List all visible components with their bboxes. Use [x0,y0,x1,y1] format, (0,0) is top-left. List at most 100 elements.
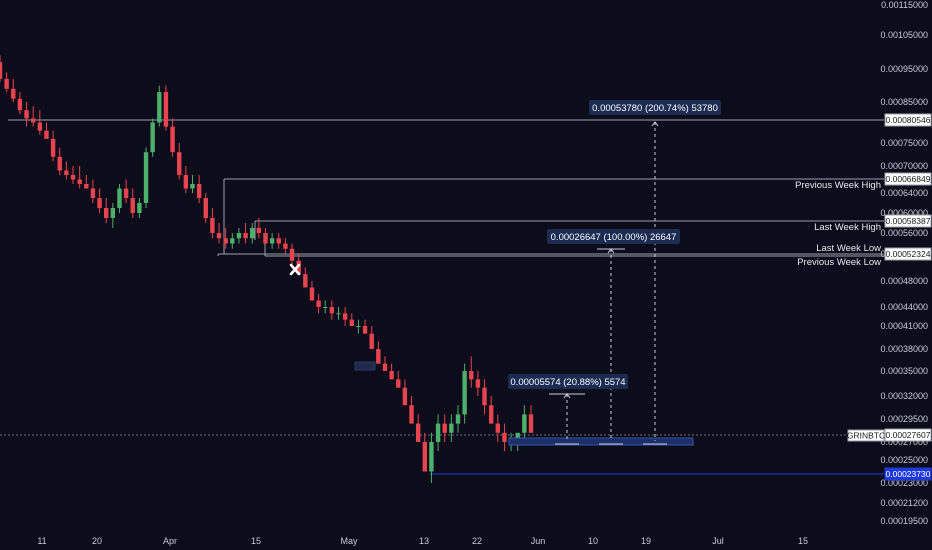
price-tick-label: 0.00085000 [880,97,928,107]
candle-body [482,387,487,406]
measure-arrow [651,121,659,127]
candle-body [455,414,461,424]
level-lines: Previous Week High Last Week High Last Wee… [0,119,884,475]
level-label: Last Week High [814,222,881,233]
candle-body [528,414,534,433]
price-tick-label: 0.00056000 [880,228,928,238]
measure-arrow [607,248,615,254]
price-tag-value: 0.00058387 [886,216,931,226]
candle-body [196,184,202,198]
level-label: Previous Week High [795,180,881,191]
price-tick-label: 0.00019500 [880,516,928,526]
measure-arrow [563,393,571,399]
price-tick-label: 0.00070000 [880,161,928,171]
candle-body [97,198,102,208]
candle-body [475,379,481,388]
candle-body [495,423,501,433]
candle-body [369,333,374,349]
candle-body [137,203,142,213]
measure-label: 0.00026647 (100.00%) 26647 [551,232,677,243]
candle-body [17,98,23,111]
candle-body [415,423,421,442]
candle-body [143,152,149,203]
price-tick-label: 0.00025000 [880,455,928,465]
time-tick-label: 13 [419,536,429,546]
price-tag [884,214,932,228]
candle-body [123,188,129,198]
candle-body [409,405,414,424]
candle-body [422,442,427,472]
price-tick-label: 0.00023000 [880,478,928,488]
candle-body [190,184,195,189]
price-tick-label: 0.00060000 [880,208,928,218]
price-tag [884,172,932,186]
candle-body [210,218,215,233]
candle-body [389,371,394,380]
time-tick-label: 10 [588,536,598,546]
time-tick-label: 22 [472,536,482,546]
time-tick-label: 15 [798,536,808,546]
candle-body [396,379,401,388]
candle-body [283,243,288,249]
candle-body [236,233,242,239]
price-tick-label: 0.00115000 [881,0,928,10]
measure-label-box [589,100,721,115]
candle-body [64,170,69,175]
measurement-annotations: 0.00053780 (200.74%) 53780 0.00026647 (10… [508,100,721,445]
candle-body [362,326,368,334]
candle-body [24,110,29,119]
candle-body [77,179,82,184]
candle-body [522,414,527,433]
candle-body [449,423,454,433]
candle-body [356,326,361,327]
price-tick-label: 0.00027000 [880,437,928,447]
time-tick-label: 19 [641,536,651,546]
candle-body [130,198,135,213]
candle-body [57,156,62,171]
price-tag-value: 0.00080546 [886,115,931,125]
candle-body [84,184,89,189]
measure-label: 0.00005574 (20.88%) 5574 [510,377,625,388]
candle-body [157,92,162,123]
candle-body [250,228,255,239]
candle-body [269,238,275,244]
candle-body [329,307,335,314]
current-price-value: 0.00027607 [886,430,931,440]
measure-label-box [508,374,628,389]
candle-body [230,238,235,244]
candle-body [216,233,222,239]
time-tick-label: May [340,536,358,546]
candle-body [435,423,441,442]
candle-body [442,423,447,433]
time-tick-label: 11 [37,536,46,546]
time-tick-label: 20 [92,536,102,546]
candle-body [37,122,43,131]
candle-body [349,319,354,326]
candle-body [469,371,474,380]
price-tag-value: 0.00052324 [886,249,931,259]
candle-body [44,130,49,139]
current-price-tag [884,428,932,442]
candle-body [296,260,301,275]
candle-body [11,88,16,99]
price-tick-label: 0.00041000 [880,321,928,331]
candle-body [429,442,434,472]
price-tick-label: 0.00032000 [880,391,928,401]
candle-body [90,188,96,198]
candle-body [515,432,520,442]
price-tick-label: 0.00095000 [880,64,928,74]
candle-body [70,175,76,180]
candle-body [177,152,182,175]
price-tag-value: 0.00066849 [886,174,931,184]
candle-body [342,313,348,320]
time-tick-label: 15 [251,536,261,546]
candle-body [323,307,328,308]
price-tag [884,467,932,481]
candle-body [256,228,262,233]
measure-label-box [547,229,680,244]
entry-zone-box [508,437,694,446]
price-tick-label: 0.00064000 [880,188,928,198]
time-axis[interactable]: 11 20 Apr 15 May 13 22 Jun 10 19 Jul 15 [37,536,808,546]
